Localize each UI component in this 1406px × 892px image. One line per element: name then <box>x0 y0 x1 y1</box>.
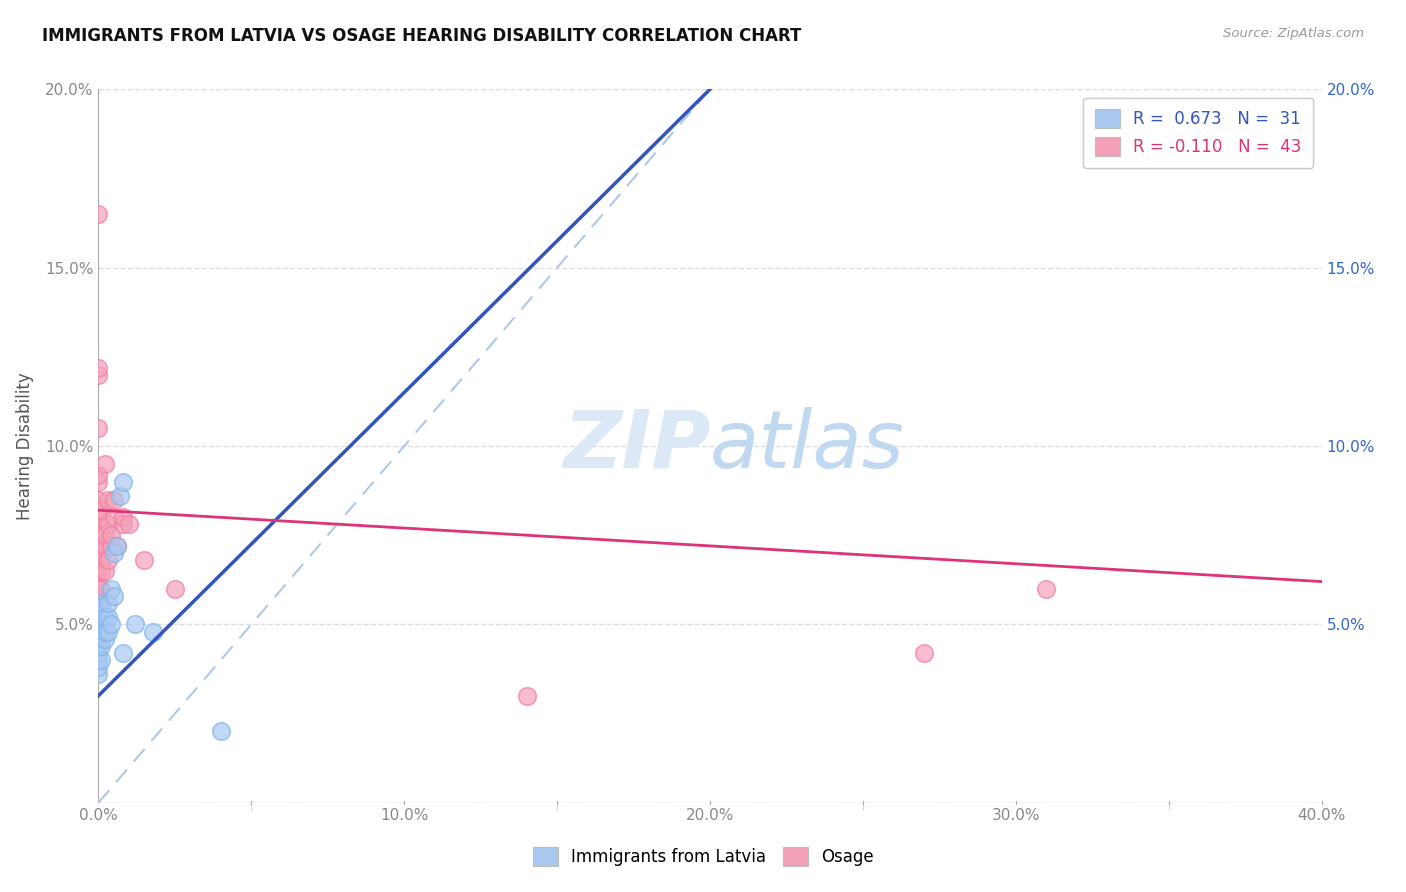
Point <box>100 617 122 632</box>
Point <box>100 582 122 596</box>
Point <box>103 492 125 507</box>
Point <box>90 539 112 553</box>
Point <box>111 646 134 660</box>
Point <box>97 553 120 567</box>
Point <box>90 653 112 667</box>
Legend: R =  0.673   N =  31, R = -0.110   N =  43: R = 0.673 N = 31, R = -0.110 N = 43 <box>1083 97 1313 168</box>
Point <box>108 489 131 503</box>
Point <box>87 467 110 482</box>
Point <box>97 596 120 610</box>
Point <box>87 589 110 603</box>
Point <box>105 539 128 553</box>
Point <box>103 510 125 524</box>
Point <box>93 457 115 471</box>
Point <box>1035 582 1057 596</box>
Point <box>97 610 120 624</box>
Point <box>87 546 110 560</box>
Point <box>93 610 115 624</box>
Point <box>97 492 120 507</box>
Point <box>103 589 125 603</box>
Text: IMMIGRANTS FROM LATVIA VS OSAGE HEARING DISABILITY CORRELATION CHART: IMMIGRANTS FROM LATVIA VS OSAGE HEARING … <box>42 27 801 45</box>
Point <box>111 517 134 532</box>
Point <box>87 617 110 632</box>
Point <box>142 624 165 639</box>
Point <box>87 596 110 610</box>
Point <box>97 517 120 532</box>
Text: Source: ZipAtlas.com: Source: ZipAtlas.com <box>1223 27 1364 40</box>
Point <box>90 599 112 614</box>
Point <box>97 624 120 639</box>
Legend: Immigrants from Latvia, Osage: Immigrants from Latvia, Osage <box>524 838 882 875</box>
Point <box>93 632 115 646</box>
Point <box>87 646 110 660</box>
Point <box>87 421 110 435</box>
Text: atlas: atlas <box>710 407 905 485</box>
Point <box>105 539 128 553</box>
Point <box>87 632 110 646</box>
Point <box>118 517 141 532</box>
Point <box>87 368 110 382</box>
Point <box>87 564 110 578</box>
Point <box>87 667 110 681</box>
Text: ZIP: ZIP <box>562 407 710 485</box>
Point <box>87 503 110 517</box>
Point <box>90 510 112 524</box>
Point <box>100 539 122 553</box>
Y-axis label: Hearing Disability: Hearing Disability <box>15 372 34 520</box>
Point <box>93 528 115 542</box>
Point <box>93 564 115 578</box>
Point <box>90 564 112 578</box>
Point <box>87 610 110 624</box>
Point <box>912 646 935 660</box>
Point <box>87 653 110 667</box>
Point <box>134 553 156 567</box>
Point <box>87 360 110 375</box>
Point <box>87 582 110 596</box>
Point <box>87 539 110 553</box>
Point <box>103 546 125 560</box>
Point <box>209 724 232 739</box>
Point <box>87 528 110 542</box>
Point <box>87 639 110 653</box>
Point <box>124 617 146 632</box>
Point <box>93 624 115 639</box>
Point <box>90 582 112 596</box>
Point <box>90 503 112 517</box>
Point <box>87 603 110 617</box>
Point <box>111 510 134 524</box>
Point <box>87 660 110 674</box>
Point <box>163 582 186 596</box>
Point <box>90 553 112 567</box>
Point <box>93 539 115 553</box>
Point <box>87 207 110 221</box>
Point <box>87 521 110 535</box>
Point <box>100 528 122 542</box>
Point <box>87 574 110 589</box>
Point <box>516 689 538 703</box>
Point <box>87 475 110 489</box>
Point <box>90 639 112 653</box>
Point <box>111 475 134 489</box>
Point <box>87 624 110 639</box>
Point <box>90 528 112 542</box>
Point <box>87 492 110 507</box>
